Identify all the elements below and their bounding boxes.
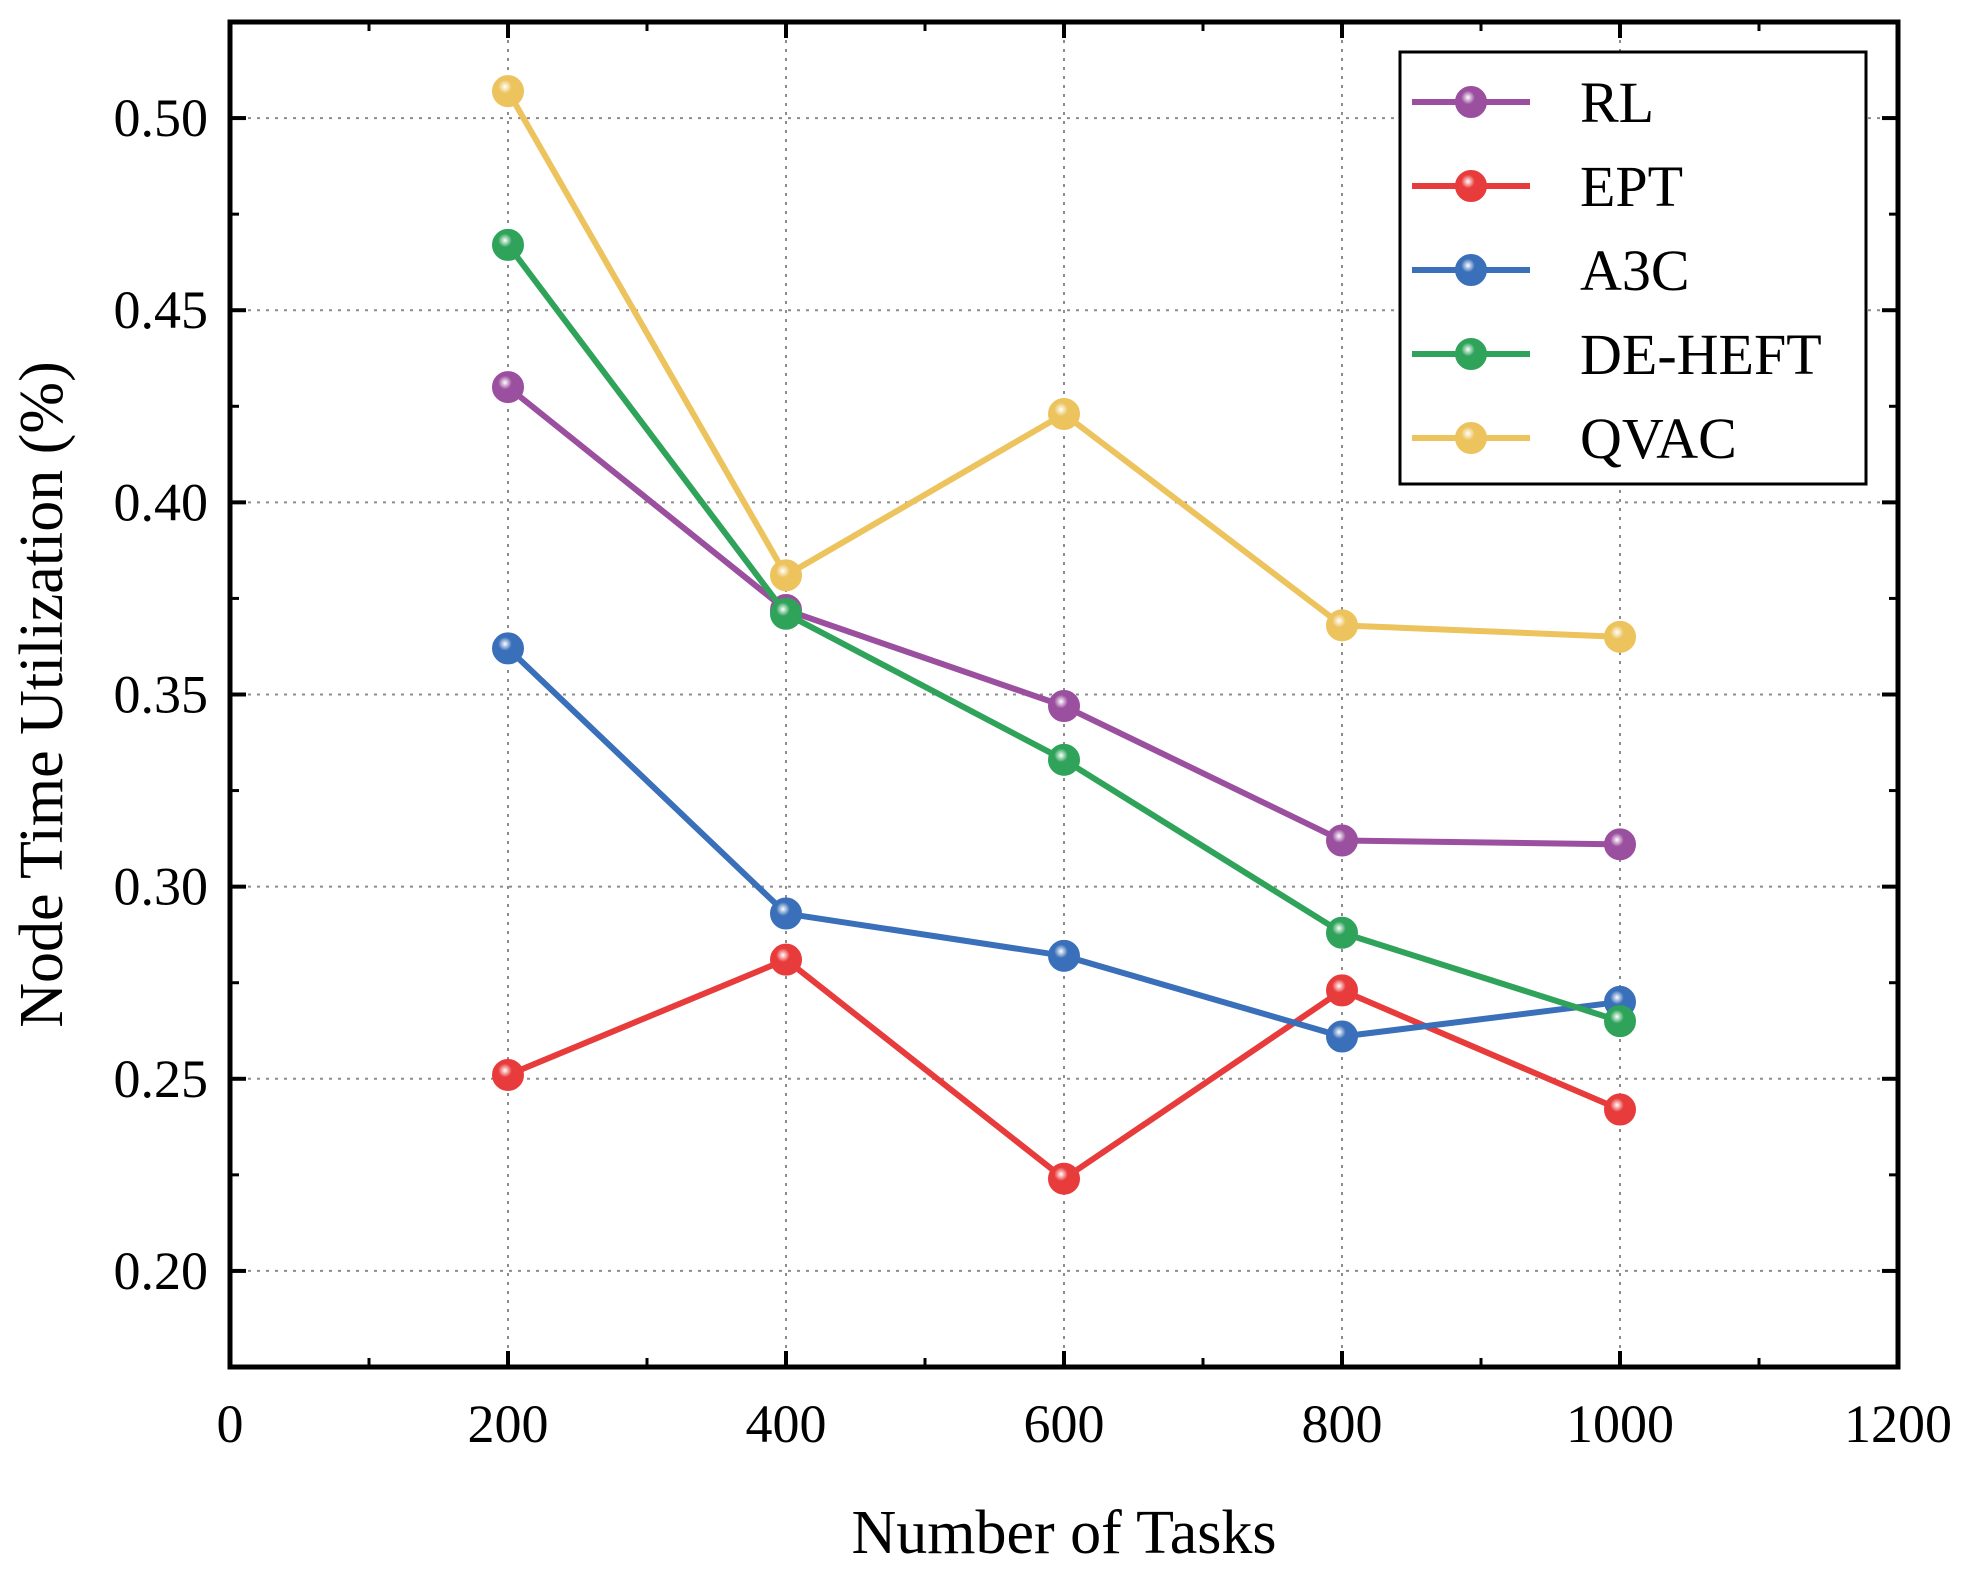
data-point	[492, 371, 524, 404]
y-axis-title: Node Time Utilization (%)	[8, 361, 76, 1027]
data-point	[492, 1058, 524, 1091]
x-tick-label: 800	[1302, 1394, 1383, 1454]
data-point	[1604, 828, 1636, 861]
legend-marker	[1455, 86, 1487, 118]
series-layer	[492, 75, 1636, 1195]
series-de-heft	[492, 228, 1636, 1038]
series-ept	[492, 943, 1636, 1195]
legend-label: A3C	[1580, 238, 1690, 303]
y-tick-label: 0.25	[114, 1049, 209, 1109]
data-point	[1048, 690, 1080, 723]
data-point	[770, 897, 802, 930]
y-tick-label: 0.45	[114, 280, 209, 340]
x-tick-label: 1200	[1844, 1394, 1952, 1454]
x-tick-label: 200	[468, 1394, 549, 1454]
legend: RL EPT A3C DE-HEFT QVAC	[1398, 50, 1868, 486]
legend-label: DE-HEFT	[1580, 322, 1822, 387]
data-point	[1326, 609, 1358, 642]
data-point	[1326, 974, 1358, 1007]
data-point	[770, 559, 802, 592]
y-tick-label: 0.50	[114, 88, 209, 148]
legend-marker	[1455, 254, 1487, 286]
data-point	[1048, 939, 1080, 972]
y-tick-label: 0.35	[114, 665, 209, 725]
legend-item-de-heft: DE-HEFT	[1412, 322, 1822, 387]
data-point	[1604, 1005, 1636, 1038]
x-tick-label: 600	[1024, 1394, 1105, 1454]
data-point	[1604, 620, 1636, 653]
series-a3c	[492, 632, 1636, 1053]
data-point	[770, 597, 802, 630]
data-point	[1048, 397, 1080, 430]
data-point	[1604, 1093, 1636, 1126]
series-line	[506, 956, 1622, 1182]
legend-label: RL	[1580, 70, 1654, 135]
legend-item-rl: RL	[1412, 70, 1654, 135]
y-tick-label: 0.30	[114, 857, 209, 917]
data-point	[770, 943, 802, 976]
data-point	[1326, 824, 1358, 857]
x-tick-label: 1000	[1566, 1394, 1674, 1454]
data-point	[1048, 743, 1080, 776]
data-point	[492, 228, 524, 261]
legend-marker	[1455, 170, 1487, 202]
y-tick-label: 0.20	[114, 1241, 209, 1301]
data-point	[492, 75, 524, 108]
legend-label: EPT	[1580, 154, 1683, 219]
data-point	[1326, 916, 1358, 949]
axis-ticks: 0 200 400 600 800 1000 1200 0.20 0.25 0.30 0.35 0.4…	[114, 20, 1952, 1454]
x-tick-label: 0	[217, 1394, 244, 1454]
legend-marker	[1455, 422, 1487, 454]
legend-item-a3c: A3C	[1412, 238, 1690, 303]
data-point	[1048, 1162, 1080, 1195]
legend-label: QVAC	[1580, 406, 1737, 471]
y-tick-label: 0.40	[114, 472, 209, 532]
legend-item-ept: EPT	[1412, 154, 1683, 219]
legend-item-qvac: QVAC	[1412, 406, 1737, 471]
data-point	[1326, 1020, 1358, 1053]
x-axis-title: Number of Tasks	[851, 1499, 1276, 1567]
data-point	[492, 632, 524, 665]
legend-marker	[1455, 338, 1487, 370]
x-tick-label: 400	[746, 1394, 827, 1454]
series-qvac	[492, 75, 1636, 653]
